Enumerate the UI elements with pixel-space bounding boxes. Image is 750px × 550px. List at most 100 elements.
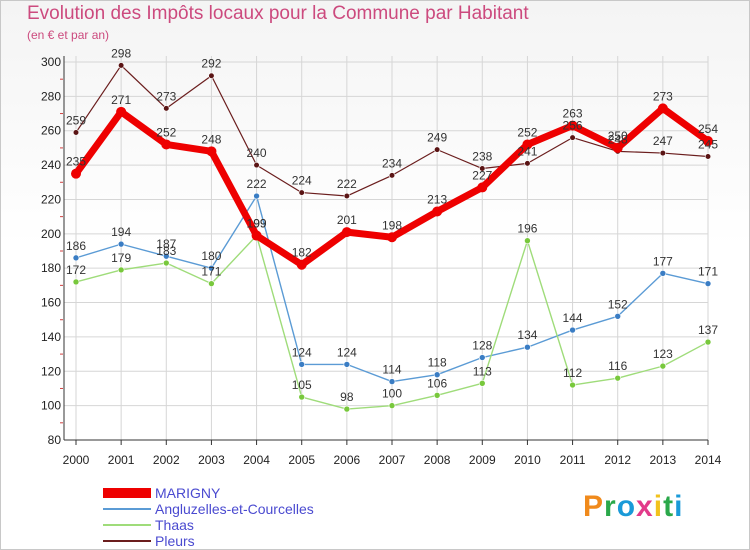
proxiti-logo: Proxiti xyxy=(583,490,683,524)
data-label: 235 xyxy=(66,155,86,169)
data-label: 247 xyxy=(653,134,673,148)
data-point xyxy=(569,326,576,334)
data-point xyxy=(657,103,668,114)
legend-label: Pleurs xyxy=(155,533,195,549)
data-label: 259 xyxy=(66,113,86,127)
data-label: 201 xyxy=(337,213,357,227)
data-label: 144 xyxy=(563,311,583,325)
data-point xyxy=(524,160,531,167)
data-label: 298 xyxy=(111,46,131,60)
y-tick-label: 160 xyxy=(41,296,61,310)
x-tick-label: 2006 xyxy=(334,453,361,467)
grid xyxy=(64,56,709,441)
data-label: 194 xyxy=(111,225,131,239)
data-point xyxy=(162,252,170,260)
data-label: 273 xyxy=(156,89,176,103)
data-point xyxy=(704,280,712,287)
data-label: 213 xyxy=(427,192,447,206)
data-label: 183 xyxy=(156,244,176,258)
logo-letter: i xyxy=(653,490,664,523)
data-point xyxy=(569,381,576,389)
data-point xyxy=(479,165,486,172)
data-point xyxy=(72,278,80,286)
labels-angluzelles-et-courcelles: 186 194 187 180 222 124 124 114 118 128 134 144 152 1… xyxy=(66,177,718,377)
data-point xyxy=(72,129,80,136)
data-point xyxy=(388,402,396,409)
data-point xyxy=(298,361,306,368)
y-tick-label: 280 xyxy=(41,89,61,103)
logo-letter: t xyxy=(663,490,675,523)
data-label: 187 xyxy=(156,237,176,251)
x-tick-label: 2008 xyxy=(424,453,451,467)
data-point xyxy=(253,161,260,169)
x-tick-label: 2009 xyxy=(469,453,496,467)
data-point xyxy=(478,379,486,387)
data-point xyxy=(614,374,622,382)
legend-item: MARIGNY xyxy=(103,485,221,501)
data-point xyxy=(208,280,215,287)
data-point xyxy=(251,230,262,241)
data-point xyxy=(569,134,576,141)
data-label: 152 xyxy=(608,297,628,311)
data-label: 234 xyxy=(382,156,402,170)
data-label: 241 xyxy=(517,144,537,158)
series-angluzelles-et-courcelles xyxy=(72,192,712,385)
data-point xyxy=(343,405,351,413)
data-label: 198 xyxy=(382,218,402,232)
x-tick-label: 2014 xyxy=(695,453,722,467)
y-tick-label: 220 xyxy=(41,192,61,206)
data-point xyxy=(208,264,215,272)
data-label: 271 xyxy=(111,93,131,107)
data-label: 273 xyxy=(653,89,673,103)
x-tick-label: 2013 xyxy=(650,453,677,467)
x-tick-label: 2003 xyxy=(198,453,225,467)
data-point xyxy=(522,139,533,150)
chart-title: Evolution des Impôts locaux pour la Comm… xyxy=(27,3,529,24)
data-point xyxy=(388,172,396,179)
x-tick-label: 2004 xyxy=(243,453,270,467)
x-tick-label: 2001 xyxy=(108,453,135,467)
data-label: 134 xyxy=(517,328,537,342)
data-label: 114 xyxy=(382,363,401,377)
data-point xyxy=(298,189,305,196)
y-tick-label: 300 xyxy=(41,55,61,69)
data-label: 100 xyxy=(382,387,402,401)
data-point xyxy=(567,120,578,131)
labels-thaas: 172 179 183 171 199 105 98 100 106 113 196 112 116 12… xyxy=(66,217,718,405)
data-point xyxy=(432,206,443,217)
y-tick-label: 240 xyxy=(41,158,61,172)
data-point xyxy=(477,182,488,193)
data-label: 227 xyxy=(472,168,492,182)
x-tick-label: 2002 xyxy=(153,453,180,467)
data-point xyxy=(703,136,713,147)
data-point xyxy=(478,354,486,361)
data-point xyxy=(161,139,172,150)
data-label: 106 xyxy=(427,376,447,390)
y-tick-label: 120 xyxy=(41,364,61,378)
data-point xyxy=(388,378,396,385)
series-marigny xyxy=(71,103,713,270)
legend-label: Angluzelles-et-Courcelles xyxy=(155,501,314,517)
series-thaas xyxy=(72,232,712,413)
logo-letter: x xyxy=(636,490,654,523)
data-point xyxy=(343,192,350,200)
data-label: 222 xyxy=(247,177,267,191)
data-label: 199 xyxy=(247,217,267,231)
data-label: 137 xyxy=(698,323,718,337)
y-tick-label: 80 xyxy=(48,433,62,447)
data-point xyxy=(704,338,712,346)
data-point xyxy=(296,259,307,270)
data-label: 238 xyxy=(472,150,492,164)
data-label: 124 xyxy=(337,345,357,359)
logo-letter: o xyxy=(616,490,637,523)
series-layer xyxy=(71,62,713,413)
x-tick-label: 2012 xyxy=(604,453,631,467)
data-label: 252 xyxy=(156,125,176,139)
data-label: 186 xyxy=(66,239,86,253)
data-label: 180 xyxy=(201,249,221,263)
